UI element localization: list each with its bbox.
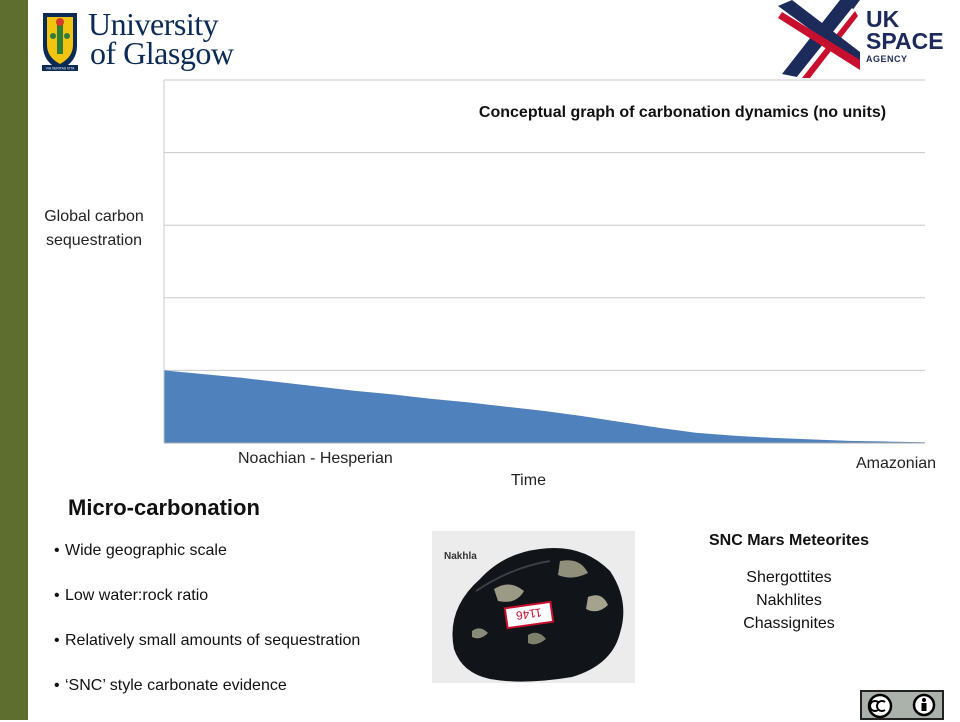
x-label-amazonian: Amazonian [856, 455, 937, 472]
y-axis-title: Global carbon sequestration [44, 208, 144, 249]
specimen-tag-text: 1146 [515, 605, 543, 623]
university-crest-icon: VIA VERITAS VITA [42, 13, 78, 71]
union-flag-icon [778, 0, 860, 78]
snc-item-chassignites: Chassignites [743, 615, 835, 632]
snc-title: SNC Mars Meteorites [708, 532, 870, 549]
snc-item-nakhlites: Nakhlites [756, 592, 822, 609]
ukspace-line1: UK [866, 6, 900, 32]
micro-carbonation-heading: Micro-carbonation [68, 495, 260, 520]
carbonation-chart [163, 79, 925, 444]
x-label-noachian-hesperian: Noachian - Hesperian [238, 450, 393, 467]
creative-commons-by-icon [867, 693, 936, 718]
chart-gridlines [164, 79, 925, 371]
sequestration-area [164, 370, 925, 443]
list-item: • ‘SNC’ style carbonate evidence [54, 677, 287, 694]
photo-label: Nakhla [444, 551, 477, 562]
nakhla-meteorite-photo: 1146 Nakhla [432, 531, 635, 683]
list-item: • Low water:rock ratio [54, 587, 209, 604]
cc-license-badge [860, 690, 944, 720]
meteorite-rock-icon: 1146 [452, 547, 624, 682]
crest-motto: VIA VERITAS VITA [46, 67, 75, 71]
micro-carbonation-list: • Wide geographic scale • Low water:rock r… [54, 542, 360, 722]
list-item: • Wide geographic scale [54, 542, 227, 559]
snc-meteorites-panel: SNC Mars Meteorites Shergottites Nakhlit… [660, 532, 918, 635]
ukspace-line2: SPACE [866, 28, 944, 54]
university-name-line1: University [88, 6, 219, 42]
university-of-glasgow-logo: VIA VERITAS VITA University of Glasgow [40, 8, 234, 74]
chart-title: Conceptual graph of carbonation dynamics… [478, 104, 887, 121]
university-name-line2: of Glasgow [90, 35, 234, 71]
snc-item-shergottites: Shergottites [746, 569, 832, 586]
ukspace-line3: AGENCY [866, 54, 908, 64]
x-axis-title: Time [511, 472, 546, 489]
list-item: • Relatively small amounts of sequestrati… [54, 632, 361, 649]
uk-space-agency-logo: UK SPACE AGENCY [778, 0, 948, 78]
side-accent-bar [0, 0, 28, 720]
